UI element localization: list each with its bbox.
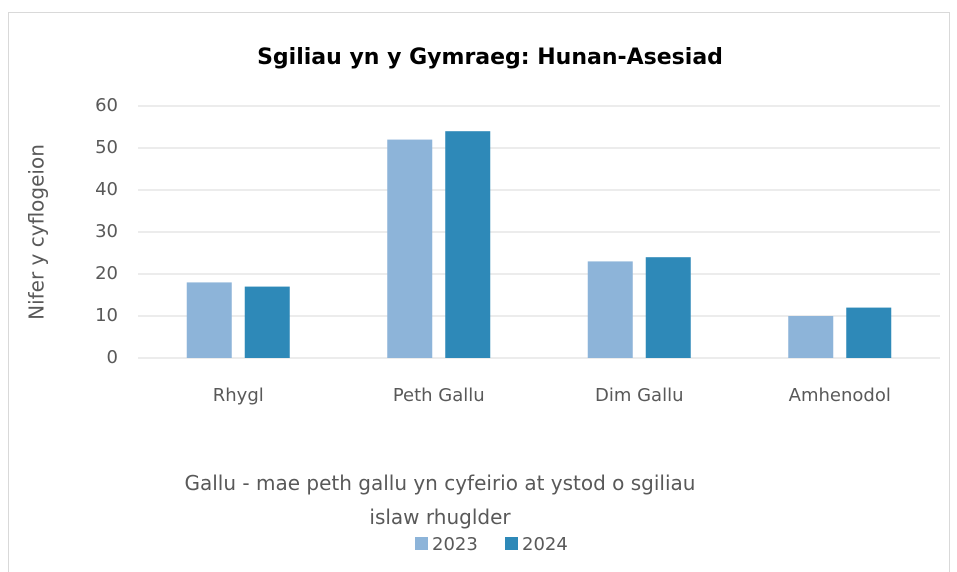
legend-swatch <box>415 537 428 550</box>
bar <box>587 261 633 358</box>
bar <box>244 286 290 358</box>
y-tick-label: 40 <box>95 179 118 200</box>
y-tick-label: 30 <box>95 221 118 242</box>
bar <box>645 257 691 358</box>
x-tick-label: Amhenodol <box>789 385 891 406</box>
y-tick-label: 50 <box>95 137 118 158</box>
y-tick-label: 60 <box>95 95 118 116</box>
bar <box>445 131 491 358</box>
chart-title: Sgiliau yn y Gymraeg: Hunan-Asesiad <box>257 45 723 70</box>
bar <box>186 282 232 358</box>
y-tick-label: 20 <box>95 263 118 284</box>
chart-border <box>8 12 950 572</box>
legend-swatch <box>505 537 518 550</box>
y-tick-label: 10 <box>95 305 118 326</box>
x-axis-label: Gallu - mae peth gallu yn cyfeirio at ys… <box>184 471 696 529</box>
bar <box>846 307 892 358</box>
x-tick-label: Rhygl <box>213 385 264 406</box>
y-tick-label: 0 <box>107 347 118 368</box>
bar <box>387 139 433 358</box>
x-tick-label: Dim Gallu <box>595 385 684 406</box>
y-axis-label: Nifer y cyflogeion <box>25 144 49 320</box>
bar <box>788 316 834 358</box>
x-tick-label: Peth Gallu <box>393 385 485 406</box>
legend-label: 2024 <box>522 534 568 555</box>
legend-label: 2023 <box>432 534 478 555</box>
